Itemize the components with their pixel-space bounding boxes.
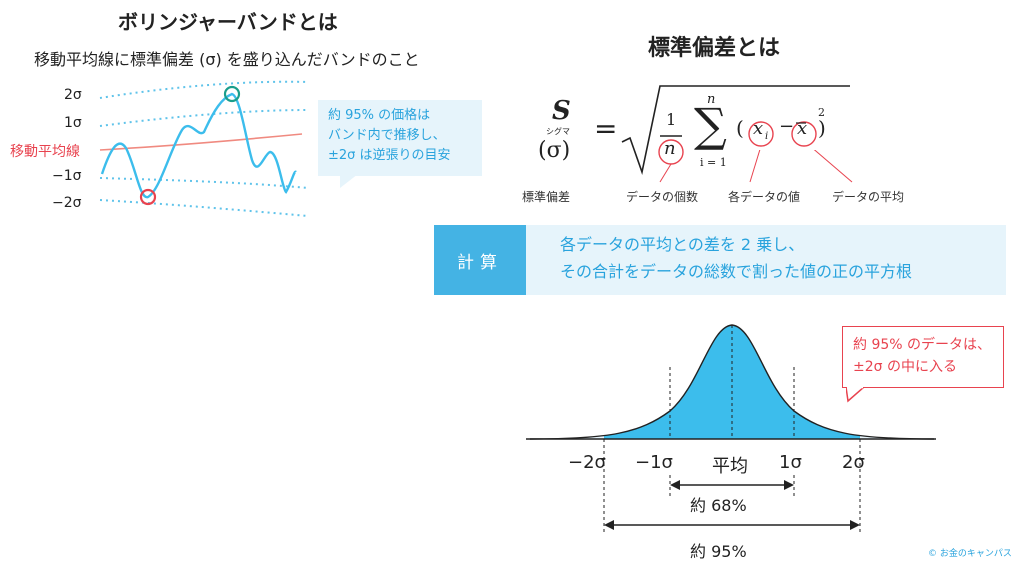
band-plus1	[99, 109, 309, 127]
formula-equals: =	[594, 112, 618, 145]
band-minus2	[99, 199, 309, 217]
axis-minus1sigma: −1σ	[635, 452, 673, 473]
label-average: データの平均	[832, 190, 905, 204]
band-minus1	[99, 177, 309, 189]
calc-tag: 計算	[434, 225, 526, 295]
red-callout-tail	[846, 387, 866, 403]
axis-minus2sigma: −2σ	[568, 452, 606, 473]
axis-plus2sigma: 2σ	[842, 452, 865, 473]
calc-text: 各データの平均との差を 2 乗し、 その合計をデータの総数で割った値の正の平方根	[560, 231, 912, 285]
axis-mean: 平均	[712, 456, 748, 477]
formula-i: i	[765, 131, 769, 142]
callout-line: ±2σ は逆張りの目安	[328, 148, 451, 163]
callout-tail	[340, 174, 358, 188]
callout-line: 約 95% の価格は	[328, 108, 431, 123]
formula-xi: x	[753, 118, 764, 139]
copyright-icon: ©	[928, 549, 937, 559]
bollinger-title: ボリンジャーバンドとは	[118, 10, 338, 34]
axis-plus1sigma: 1σ	[779, 452, 802, 473]
formula-minus: −	[779, 116, 795, 137]
label-minus2sigma: −2σ	[52, 195, 82, 211]
callout-line: バンド内で推移し、	[328, 128, 446, 143]
normal-distribution	[526, 324, 936, 535]
bollinger-subtitle: 移動平均線に標準偏差 (σ) を盛り込んだバンドのこと	[34, 50, 420, 69]
formula-leader-lines	[659, 150, 853, 183]
calc-line: その合計をデータの総数で割った値の正の平方根	[560, 262, 913, 281]
sum-symbol: ∑	[694, 98, 727, 152]
bollinger-callout: 約 95% の価格は バンド内で推移し、 ±2σ は逆張りの目安	[318, 100, 482, 176]
label-moving-average: 移動平均線	[10, 144, 80, 160]
red-callout-line: 約 95% のデータは、	[853, 337, 992, 353]
red-callout: 約 95% のデータは、 ±2σ の中に入る	[842, 326, 1004, 388]
credit: © お金のキャンパス	[928, 546, 1012, 559]
label-stddev: 標準偏差	[522, 190, 571, 204]
formula-s: S	[552, 96, 571, 126]
sqrt-sign	[621, 85, 850, 175]
range-68-label: 約 68%	[690, 496, 747, 515]
formula-rparen: )	[818, 116, 826, 140]
bollinger-chart	[99, 80, 309, 217]
moving-average	[99, 133, 303, 151]
high-marker	[223, 85, 241, 103]
range-95-label: 約 95%	[690, 542, 747, 561]
low-marker	[139, 188, 157, 206]
stddev-title: 標準偏差とは	[648, 36, 781, 61]
label-2sigma: 2σ	[64, 87, 82, 103]
band-plus2	[99, 80, 309, 99]
formula-n: n	[664, 138, 676, 159]
label-1sigma: 1σ	[64, 115, 82, 131]
calc-line: 各データの平均との差を 2 乗し、	[560, 235, 805, 254]
credit-text: お金のキャンパス	[939, 549, 1012, 559]
label-count: データの個数	[626, 190, 699, 204]
formula-sigma: (σ)	[538, 138, 571, 163]
price-line	[100, 92, 297, 199]
calc-box	[434, 225, 1006, 295]
sum-upper: n	[707, 92, 716, 107]
formula-xbar: x	[797, 118, 808, 139]
formula-square: 2	[818, 106, 825, 119]
label-minus1sigma: −1σ	[52, 168, 82, 184]
red-callout-line: ±2σ の中に入る	[853, 359, 957, 375]
sum-lower: i = 1	[700, 156, 727, 169]
formula-one: 1	[666, 110, 677, 129]
formula-lparen: (	[736, 116, 744, 140]
formula-ruby: シグマ	[546, 127, 570, 136]
label-each-value: 各データの値	[728, 190, 801, 204]
